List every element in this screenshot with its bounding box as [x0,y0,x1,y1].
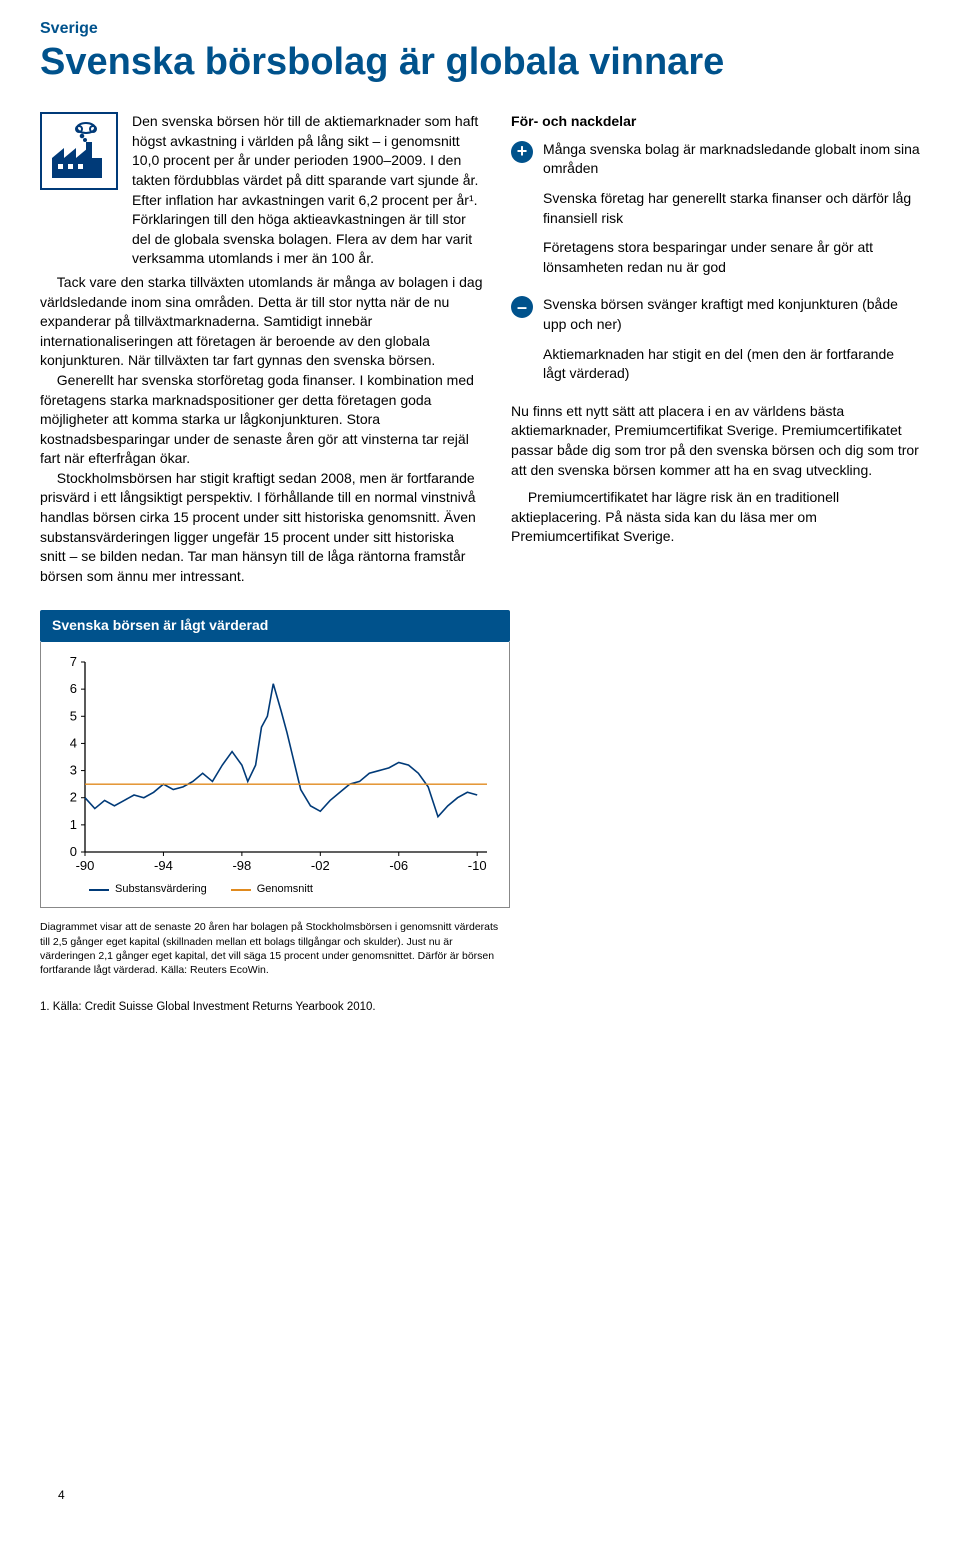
page-number: 4 [58,1487,65,1504]
intro-paragraph: Den svenska börsen hör till de aktiemark… [132,112,483,269]
chart-box: 0 1 2 3 4 5 6 7 -90 -94 -98 -02 -06 -10 Substansvärde… [40,642,510,908]
legend-label: Genomsnitt [257,882,313,897]
pro-item: Svenska företag har generellt starka fin… [543,189,920,228]
legend-swatch [231,889,251,891]
svg-text:-94: -94 [154,858,173,873]
legend-label: Substansvärdering [115,882,207,897]
cons-group: – Svenska börsen svänger kraftigt med ko… [511,295,920,383]
con-item: Aktiemarknaden har stigit en del (men de… [543,345,920,384]
svg-text:1: 1 [70,817,77,832]
svg-text:-90: -90 [76,858,95,873]
svg-text:7: 7 [70,654,77,669]
svg-text:5: 5 [70,708,77,723]
left-column: Den svenska börsen hör till de aktiemark… [40,112,483,586]
svg-text:2: 2 [70,790,77,805]
chart-legend: Substansvärdering Genomsnitt [89,882,497,897]
pro-item: Företagens stora besparingar under senar… [543,238,920,277]
pro-item: Många svenska bolag är marknadsledande g… [543,140,920,179]
svg-text:0: 0 [70,844,77,859]
svg-text:6: 6 [70,681,77,696]
svg-text:4: 4 [70,735,77,750]
factory-icon [40,112,118,190]
pros-cons-heading: För- och nackdelar [511,112,920,132]
right-column: För- och nackdelar + Många svenska bolag… [511,112,920,586]
chart-title: Svenska börsen är lågt värderad [40,610,510,642]
legend-item: Genomsnitt [231,882,313,897]
pros-group: + Många svenska bolag är marknadsledande… [511,140,920,278]
two-column-layout: Den svenska börsen hör till de aktiemark… [40,112,920,586]
body-paragraph: Tack vare den starka tillväxten utomland… [40,273,483,371]
con-item: Svenska börsen svänger kraftigt med konj… [543,295,920,334]
eyebrow: Sverige [40,18,920,40]
svg-text:-98: -98 [232,858,251,873]
svg-text:3: 3 [70,763,77,778]
svg-text:-02: -02 [311,858,330,873]
svg-text:-10: -10 [468,858,487,873]
chart-caption: Diagrammet visar att de senaste 20 åren … [40,920,510,977]
body-paragraph: Generellt har svenska storföretag goda f… [40,371,483,469]
line-chart: 0 1 2 3 4 5 6 7 -90 -94 -98 -02 -06 -10 [53,654,497,874]
right-body-paragraph: Nu finns ett nytt sätt att placera i en … [511,402,920,480]
footnote: 1. Källa: Credit Suisse Global Investmen… [40,999,920,1015]
plus-icon: + [511,141,533,163]
minus-icon: – [511,296,533,318]
chart-section: Svenska börsen är lågt värderad 0 1 2 3 4 5 6 7… [40,610,510,977]
body-paragraph: Stockholmsbörsen har stigit kraftigt sed… [40,469,483,587]
right-body-paragraph: Premiumcertifikatet har lägre risk än en… [511,488,920,547]
legend-swatch [89,889,109,891]
page-title: Svenska börsbolag är globala vinnare [40,42,920,84]
svg-text:-06: -06 [389,858,408,873]
legend-item: Substansvärdering [89,882,207,897]
